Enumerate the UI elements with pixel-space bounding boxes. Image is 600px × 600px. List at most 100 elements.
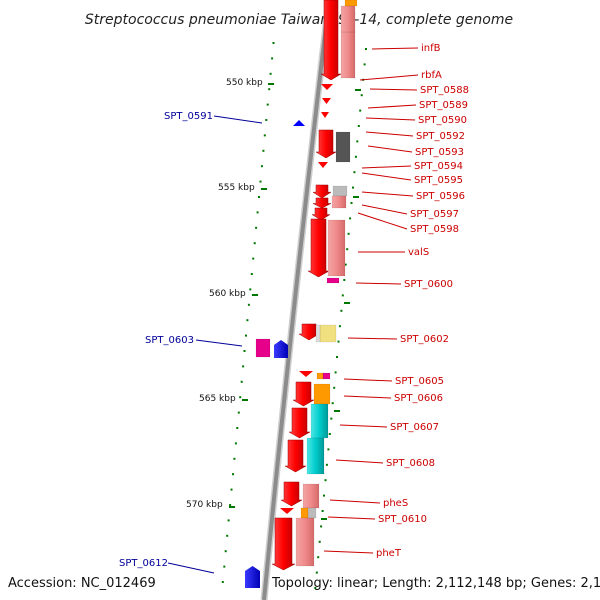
gene-label: SPT_0594: [414, 161, 463, 172]
scale-dot: [352, 186, 354, 189]
label-leader-line: [323, 550, 374, 554]
scale-label: 550 kbp: [226, 78, 263, 88]
scale-dot: [250, 273, 253, 275]
gene-label: SPT_0603: [145, 335, 194, 346]
gene-feature-magenta: [255, 338, 271, 358]
scale-dot: [363, 63, 366, 66]
gene-feature-orange: [300, 507, 309, 519]
scale-dot: [350, 202, 353, 204]
gene-label: SPT_0591: [164, 111, 213, 122]
reverse-gene-arrow: [293, 120, 305, 126]
scale-dot: [243, 350, 246, 352]
gene-feature-beige: [319, 324, 337, 343]
gene-feature-pink: [340, 5, 356, 33]
label-leader-line: [369, 88, 418, 91]
gene-label: SPT_0593: [415, 147, 464, 158]
gene-feature-cyan: [310, 403, 329, 439]
scale-dot: [221, 581, 224, 583]
scale-major-tick: [242, 399, 248, 401]
label-leader-line: [367, 145, 413, 153]
label-leader-line: [365, 117, 416, 121]
forward-gene-arrow: [312, 197, 332, 209]
gene-label: SPT_0608: [386, 458, 435, 469]
forward-gene-arrow: [312, 184, 332, 199]
scale-dot: [242, 365, 245, 368]
scale-dot: [343, 279, 346, 281]
scale-dot: [325, 463, 328, 466]
scale-dot: [224, 550, 227, 553]
gene-feature-lightgrey: [332, 185, 348, 197]
label-leaders: [167, 47, 419, 574]
gene-feature-pink: [295, 517, 315, 567]
gene-feature-magenta: [322, 372, 331, 380]
gene-label: SPT_0588: [420, 85, 469, 96]
scale-dot: [356, 140, 359, 143]
label-leader-line: [343, 378, 393, 382]
gene-chevron: [280, 508, 294, 514]
scale-dot: [328, 433, 331, 435]
gene-label: SPT_0610: [378, 514, 427, 525]
scale-dot: [323, 494, 325, 497]
scale-dot: [236, 427, 239, 429]
scale-dot: [234, 442, 237, 445]
gene-feature-pink: [302, 483, 320, 509]
label-leader-line: [357, 212, 408, 230]
scale-dot: [229, 504, 232, 506]
forward-gene-arrow: [271, 517, 296, 571]
scale-labels: 550 kbp 555 kbp 560 kbp 565 kbp 570 kbp: [186, 78, 263, 510]
gene-feature-pink: [327, 219, 346, 277]
gene-features: [245, 0, 358, 588]
label-leader-line: [361, 165, 412, 169]
label-leader-line: [359, 74, 419, 81]
scale-label: 555 kbp: [218, 183, 255, 193]
gene-chevron: [321, 112, 329, 118]
scale-dot: [346, 248, 349, 251]
label-leader-line: [213, 115, 263, 124]
gene-label: SPT_0596: [416, 191, 465, 202]
scale-dot: [237, 411, 240, 414]
scale-dot: [265, 119, 268, 121]
gene-feature-lightgrey: [315, 324, 321, 343]
label-leader-line: [329, 499, 381, 504]
gene-feature-cyan: [306, 437, 325, 475]
label-leader-line: [167, 562, 215, 574]
gene-label: SPT_0602: [400, 334, 449, 345]
scale-dot: [331, 402, 334, 405]
scale-dot: [232, 473, 234, 476]
label-leader-line: [335, 459, 384, 464]
scale-major-tick: [261, 188, 267, 190]
scale-dot: [266, 103, 269, 106]
scale-dot: [249, 288, 252, 291]
gene-label: rbfA: [421, 70, 442, 81]
gene-feature-pink: [340, 31, 356, 79]
label-leader-line: [327, 516, 376, 520]
forward-gene-arrow: [292, 381, 315, 407]
gene-chevron: [322, 98, 331, 104]
accession-text: Accession: NC_012469: [8, 576, 156, 591]
gene-feature-lightgrey: [307, 507, 317, 519]
scale-label: 565 kbp: [199, 394, 236, 404]
scale-dot: [347, 232, 350, 235]
label-leader-line: [195, 339, 243, 347]
scale-major-tick: [268, 83, 274, 85]
gene-label: SPT_0598: [410, 224, 459, 235]
gene-chevron: [299, 371, 313, 377]
scale-major-tick: [252, 294, 258, 296]
label-leader-line: [365, 131, 414, 137]
scale-major-tick: [334, 410, 340, 412]
scale-major-tick: [355, 89, 361, 91]
scale-dot: [260, 165, 263, 168]
gene-label: pheT: [376, 548, 402, 559]
gene-labels: infB rbfA SPT_0588 SPT_0589 SPT_0590 SPT_0592…: [119, 43, 469, 569]
gene-feature-orange: [344, 0, 358, 7]
gene-label: SPT_0592: [416, 131, 465, 142]
scale-dot: [239, 396, 242, 399]
scale-dot: [263, 134, 266, 137]
gene-label: SPT_0600: [404, 279, 453, 290]
scale-dot: [233, 457, 236, 460]
gene-label: infB: [421, 43, 441, 54]
label-leader-line: [371, 47, 419, 50]
scale-dot: [340, 309, 343, 312]
scale-label: 570 kbp: [186, 500, 223, 510]
